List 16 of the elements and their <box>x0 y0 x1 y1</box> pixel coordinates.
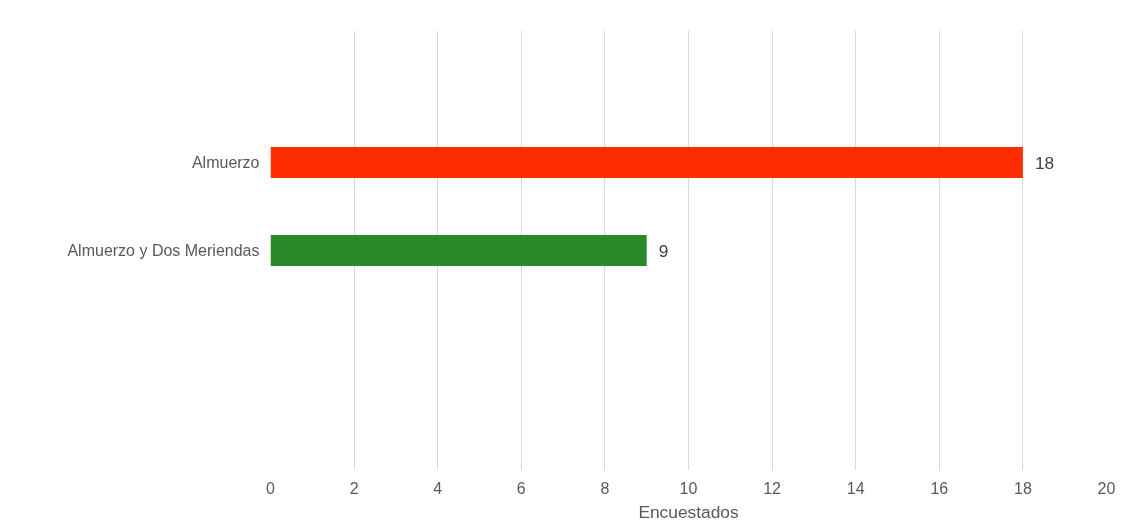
x-tick-label: 8 <box>600 479 610 497</box>
x-tick-label: 20 <box>1097 479 1116 497</box>
x-tick-label: 18 <box>1014 479 1032 497</box>
data-label: 18 <box>1034 152 1055 173</box>
y-tick-label: Almuerzo y Dos Meriendas <box>67 242 260 259</box>
x-tick-label: 4 <box>433 479 443 497</box>
y-tick-label: Almuerzo <box>191 154 260 171</box>
x-tick-label: 10 <box>679 479 698 497</box>
x-tick-label: 14 <box>846 479 865 497</box>
x-tick-label: 16 <box>930 479 949 497</box>
x-tick-label: 0 <box>266 479 276 497</box>
x-axis-title: Encuestados <box>638 501 739 522</box>
x-tick-label: 2 <box>349 479 359 497</box>
x-tick-label: 6 <box>516 479 526 497</box>
x-tick-label: 12 <box>763 479 782 497</box>
data-label: 9 <box>658 240 669 261</box>
